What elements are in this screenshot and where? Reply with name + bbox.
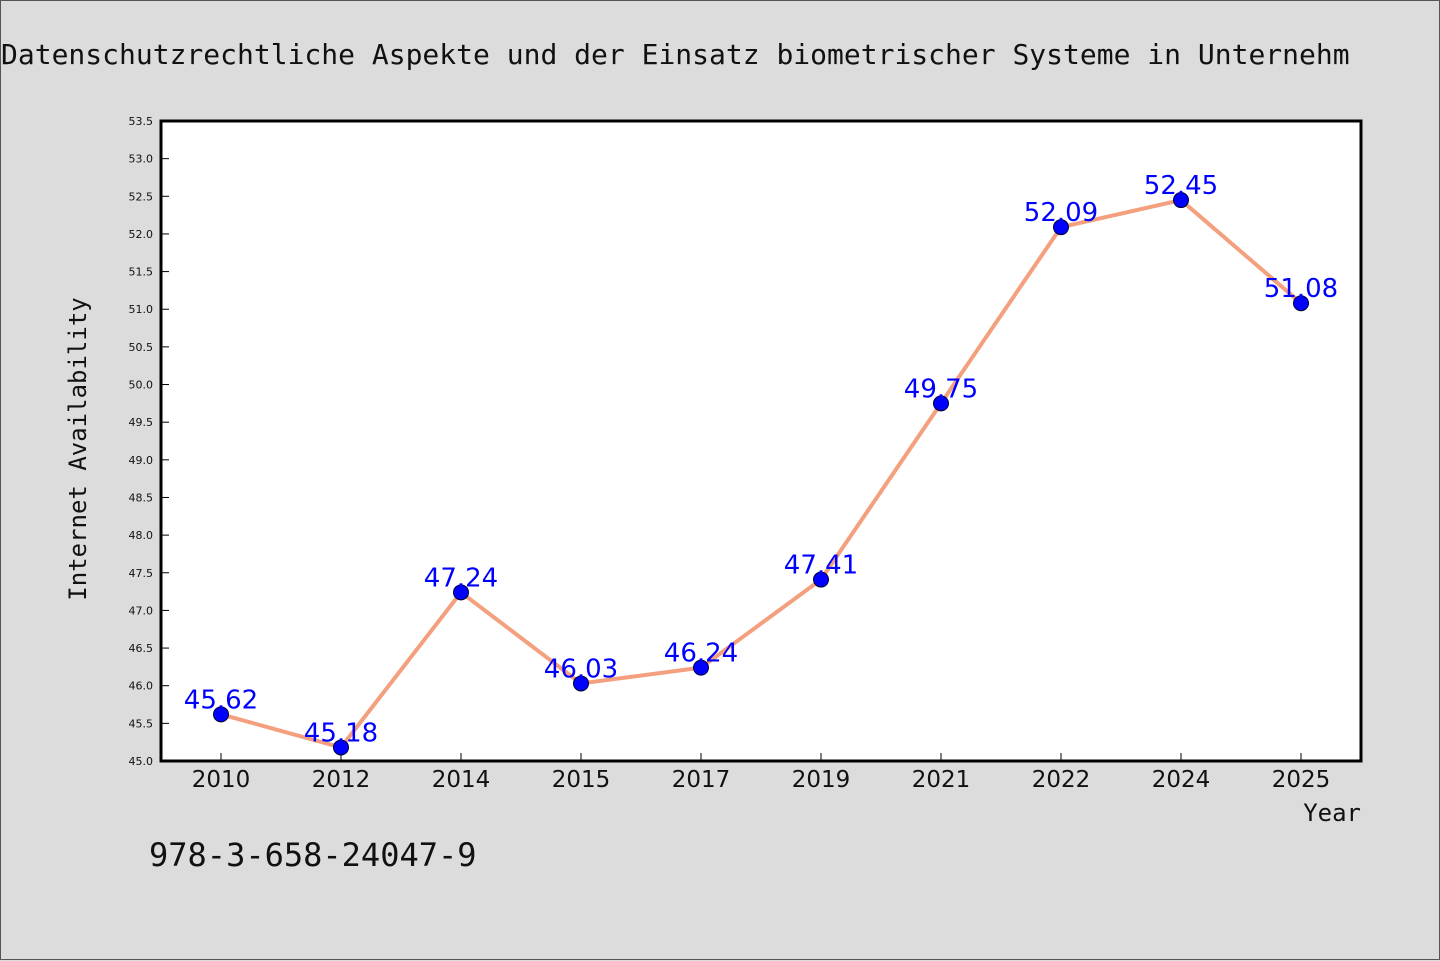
data-point: [1173, 192, 1189, 209]
x-tick-label: 2025: [1272, 767, 1331, 793]
y-tick-label: 49.5: [129, 416, 154, 429]
data-label: 49.75: [904, 374, 978, 404]
y-tick-label: 45.5: [129, 717, 154, 730]
data-point: [453, 584, 469, 601]
y-tick-label: 50.0: [129, 379, 154, 392]
y-tick-label: 50.5: [129, 341, 154, 354]
x-tick-label: 2021: [912, 767, 971, 793]
chart-title: Datenschutzrechtliche Aspekte und der Ei…: [1, 38, 1350, 71]
data-label: 46.03: [544, 654, 618, 684]
data-point: [213, 706, 229, 723]
x-axis-title: Year: [1303, 799, 1361, 827]
y-tick-label: 52.0: [129, 228, 154, 241]
y-tick-label: 45.0: [129, 755, 154, 768]
y-tick-label: 52.5: [129, 190, 154, 203]
data-label: 47.41: [784, 551, 858, 581]
data-label: 46.24: [664, 639, 738, 669]
y-tick-label: 48.5: [129, 491, 154, 504]
y-tick-label: 46.0: [129, 680, 154, 693]
data-label: 51.08: [1264, 274, 1338, 304]
x-axis: 2010 2012 2014 2015 2017 2019 2021 2022 2024 2025: [192, 753, 1331, 793]
series-line-group: [219, 198, 1303, 750]
x-tick-label: 2024: [1152, 767, 1211, 793]
data-point: [1293, 295, 1309, 312]
y-axis: 45.0 45.5 46.0 46.5 47.0 47.5 48.0 48.5 49.0 49.5…: [129, 115, 169, 768]
series-line: [219, 198, 1303, 750]
x-tick-label: 2014: [432, 767, 491, 793]
data-point: [693, 659, 709, 676]
data-label: 52.45: [1144, 171, 1218, 201]
y-tick-label: 51.5: [129, 266, 154, 279]
y-tick-label: 47.0: [129, 604, 154, 617]
y-tick-label: 49.0: [129, 454, 154, 467]
x-tick-label: 2012: [312, 767, 371, 793]
data-label: 45.62: [184, 685, 258, 715]
y-tick-label: 53.0: [129, 153, 154, 166]
x-tick-label: 2019: [792, 767, 851, 793]
y-tick-label: 51.0: [129, 303, 154, 316]
y-tick-label: 53.5: [129, 115, 154, 128]
data-point: [813, 571, 829, 588]
y-axis-title: Internet Availability: [64, 297, 92, 600]
data-markers: [213, 192, 1309, 756]
y-tick-label: 48.0: [129, 529, 154, 542]
data-label: 52.09: [1024, 198, 1098, 228]
plot-area: [159, 119, 1363, 763]
y-tick-label: 47.5: [129, 567, 154, 580]
x-tick-label: 2015: [552, 767, 611, 793]
isbn-text: 978-3-658-24047-9: [149, 836, 477, 874]
x-tick-label: 2022: [1032, 767, 1091, 793]
y-tick-label: 46.5: [129, 642, 154, 655]
data-point: [333, 739, 349, 756]
data-labels: 45.62 45.18 47.24 46.03 46.24 47.41 49.75 52.09…: [184, 171, 1338, 748]
x-tick-label: 2010: [192, 767, 251, 793]
data-label: 45.18: [304, 718, 378, 748]
data-label: 47.24: [424, 563, 498, 593]
data-point: [1053, 219, 1069, 236]
data-point: [573, 675, 589, 692]
data-point: [933, 395, 949, 412]
x-tick-label: 2017: [672, 767, 731, 793]
